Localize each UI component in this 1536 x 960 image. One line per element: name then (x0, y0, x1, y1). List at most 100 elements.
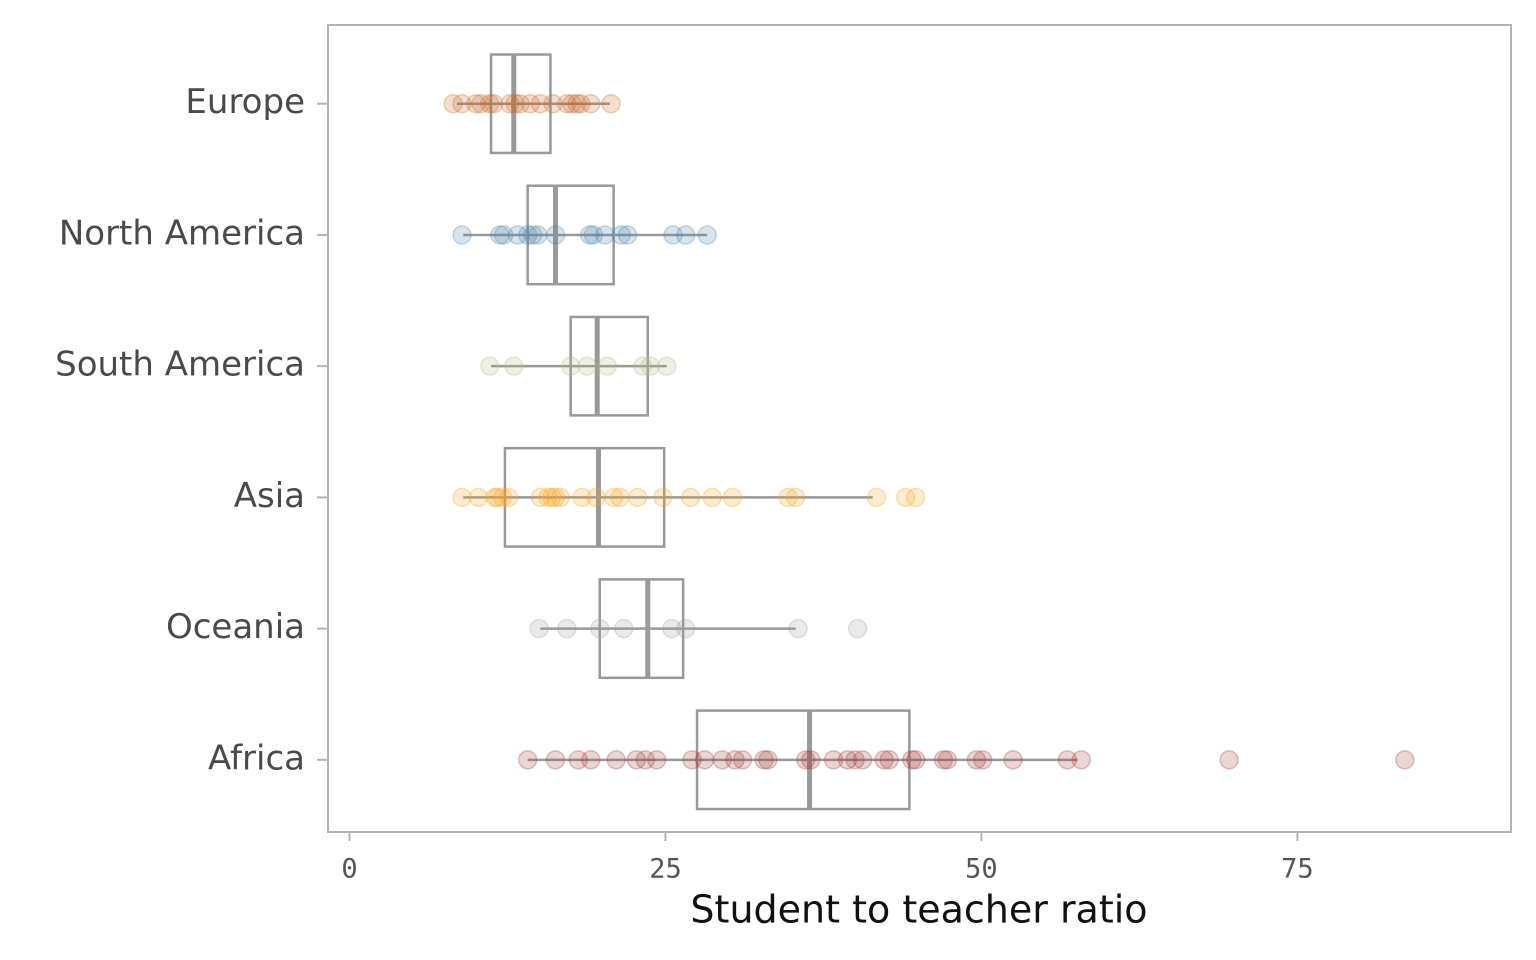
point (680, 487, 701, 508)
point (452, 487, 472, 508)
point (589, 618, 610, 639)
point (895, 487, 916, 508)
point (530, 487, 551, 508)
point (1071, 750, 1092, 770)
point (490, 225, 510, 245)
point (972, 750, 993, 770)
point (572, 487, 592, 508)
point (847, 618, 868, 639)
point (468, 487, 489, 508)
point (581, 93, 601, 114)
point (662, 618, 682, 639)
point (640, 356, 661, 376)
point (557, 618, 577, 639)
box (695, 709, 911, 811)
point (517, 225, 538, 245)
point (801, 750, 821, 770)
point (571, 93, 591, 114)
box (489, 53, 552, 155)
point (656, 356, 677, 376)
x-tick-label: 25 (649, 854, 682, 885)
point (905, 750, 926, 770)
point (778, 487, 798, 508)
point (732, 750, 753, 770)
category-label: North America (59, 213, 305, 253)
point (879, 750, 899, 770)
point (1395, 750, 1415, 770)
point (568, 750, 588, 770)
point (452, 225, 472, 245)
point (697, 225, 717, 245)
point (545, 225, 566, 245)
point (754, 750, 774, 770)
point (632, 356, 653, 376)
point (493, 225, 514, 245)
point (483, 93, 504, 114)
point (583, 225, 604, 245)
point (480, 93, 500, 114)
point (937, 750, 958, 770)
category-label: Oceania (166, 607, 305, 647)
plot-frame (327, 24, 1512, 833)
point (586, 487, 606, 508)
category-label: South America (55, 345, 305, 385)
point (646, 750, 667, 770)
point (557, 93, 577, 114)
point (485, 487, 505, 508)
point (505, 93, 525, 114)
point (874, 750, 894, 770)
category-label: Europe (185, 82, 305, 122)
point (577, 356, 597, 376)
point (635, 750, 655, 770)
point (560, 356, 581, 376)
point (492, 487, 513, 508)
point (545, 487, 566, 508)
x-tick-label: 50 (965, 854, 998, 885)
point (504, 356, 524, 376)
point (933, 750, 954, 770)
point (528, 225, 548, 245)
point (500, 93, 520, 114)
point (452, 93, 472, 114)
point (466, 93, 486, 114)
point (653, 487, 673, 508)
point (529, 618, 549, 639)
point (545, 750, 566, 770)
point (471, 93, 491, 114)
point (443, 93, 463, 114)
point (627, 487, 648, 508)
point (675, 618, 696, 639)
point (702, 487, 722, 508)
point (823, 750, 844, 770)
x-tick-label: 75 (1281, 854, 1314, 885)
point (712, 750, 733, 770)
point (1003, 750, 1023, 770)
point (487, 487, 508, 508)
point (562, 93, 582, 114)
point (675, 225, 696, 245)
point (567, 93, 587, 114)
point (581, 750, 601, 770)
point (507, 225, 528, 245)
point (614, 618, 634, 639)
point (1219, 750, 1239, 770)
point (626, 750, 647, 770)
x-tick-label: 0 (341, 854, 357, 885)
box (503, 446, 666, 548)
point (845, 750, 865, 770)
point (597, 356, 618, 376)
point (538, 487, 558, 508)
box (526, 184, 615, 286)
box (569, 315, 650, 417)
point (725, 750, 745, 770)
point (517, 750, 538, 770)
point (758, 750, 778, 770)
category-label: Asia (234, 476, 305, 516)
point (595, 225, 615, 245)
point (550, 487, 571, 508)
point (837, 750, 858, 770)
point (480, 356, 500, 376)
point (788, 618, 808, 639)
